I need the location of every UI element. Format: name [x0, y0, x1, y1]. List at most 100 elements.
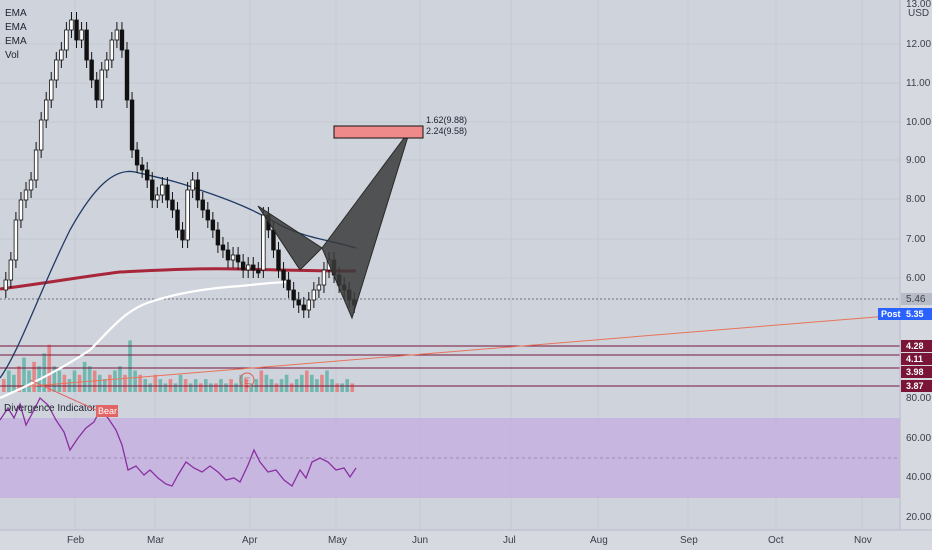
candle-body — [261, 214, 266, 271]
earnings-marker[interactable] — [239, 372, 255, 388]
candle-body — [185, 189, 190, 241]
ema-fast-line — [0, 280, 291, 400]
candle-body — [44, 99, 49, 121]
volume-bar — [188, 383, 193, 392]
candle-body — [18, 199, 24, 221]
bear-divergence-line — [29, 379, 97, 411]
last-price-tag-value: 5.46 — [906, 294, 926, 305]
price-axis-ticks: 12.00 11.00 10.00 9.00 8.00 7.00 6.00 — [906, 39, 931, 284]
candle-body — [296, 299, 301, 306]
candle-body — [155, 194, 160, 201]
volume-bar — [224, 383, 228, 392]
volume-bar — [148, 383, 153, 392]
volume-bar — [264, 374, 269, 392]
candle-body — [301, 304, 306, 311]
volume-bar — [32, 361, 36, 392]
pattern-label-bottom: 2.24(9.58) — [426, 126, 467, 136]
legend-ema-2: EMA — [5, 22, 27, 33]
candle-body — [291, 289, 296, 301]
harmonic-pattern — [257, 129, 411, 320]
volume-bar — [178, 374, 183, 392]
candle-body — [49, 79, 54, 101]
volume-bar — [274, 383, 279, 392]
volume-bar — [198, 383, 203, 392]
level-tag-2: 4.11 — [906, 354, 923, 364]
volume-bar — [52, 366, 57, 392]
legend-ema-1: EMA — [5, 8, 27, 19]
volume-bar — [299, 374, 304, 392]
volume-bar — [22, 357, 26, 392]
price-tick-label: 8.00 — [906, 194, 926, 205]
candle-body — [271, 229, 276, 251]
bear-tag[interactable] — [96, 405, 118, 417]
trend-line — [19, 314, 901, 388]
time-tick-label: Jun — [412, 535, 428, 546]
volume-bar — [340, 383, 344, 392]
post-price-tag-value: 5.35 — [906, 309, 924, 319]
support-lines — [0, 345, 900, 387]
candle-body — [69, 19, 74, 31]
volume-bar — [310, 374, 314, 392]
time-tick-label: Nov — [854, 535, 872, 546]
volume-bar — [320, 374, 324, 392]
candlestick-series — [3, 12, 357, 318]
candle-body — [210, 219, 216, 231]
level-tag-1: 4.28 — [906, 341, 924, 351]
volume-bar — [138, 374, 142, 392]
volume-bar — [289, 383, 294, 392]
ema-slow-line — [0, 267, 357, 291]
volume-bar — [325, 370, 329, 392]
candle-body — [94, 79, 99, 101]
price-tick-label: 7.00 — [906, 234, 926, 245]
candle-body — [109, 39, 115, 61]
time-axis-ticks: Feb Mar Apr May Jun Jul Aug Sep Oct Nov — [67, 535, 872, 546]
candle-body — [99, 69, 104, 101]
time-tick-label: Mar — [147, 535, 165, 546]
candle-body — [124, 49, 130, 101]
candle-body — [114, 29, 120, 41]
volume-bar — [153, 374, 158, 392]
volume-bar — [234, 383, 238, 392]
candle-body — [190, 179, 195, 191]
candle-body — [306, 299, 311, 311]
target-box[interactable] — [333, 125, 424, 139]
candle-body — [139, 164, 145, 171]
price-axis[interactable] — [900, 0, 932, 530]
candle-body — [286, 279, 291, 291]
indicator-tick-label: 20.00 — [906, 512, 931, 523]
candle-body — [205, 209, 210, 221]
volume-bar — [108, 374, 112, 392]
level-tags: 4.28 4.11 3.98 3.87 — [901, 340, 932, 392]
volume-bar — [87, 366, 92, 392]
price-axis-top-value: 13.00 — [906, 0, 931, 10]
price-tick-label: 6.00 — [906, 273, 926, 284]
legend-ema-3: EMA — [5, 36, 27, 47]
volume-bar — [259, 370, 264, 392]
volume-bar — [305, 370, 309, 392]
time-axis[interactable] — [0, 530, 932, 550]
volume-bar — [133, 370, 137, 392]
candle-body — [84, 29, 89, 61]
indicator-tick-label: 60.00 — [906, 433, 931, 444]
candle-body — [23, 189, 29, 201]
candle-body — [28, 179, 34, 191]
candle-body — [240, 261, 246, 271]
candle-body — [79, 29, 84, 41]
candle-body — [180, 229, 185, 241]
candle-body — [3, 279, 8, 291]
volume-bar — [97, 374, 102, 392]
candle-body — [59, 49, 64, 61]
volume-bar — [7, 370, 11, 392]
time-tick-label: Sep — [680, 535, 698, 546]
indicator-tick-label: 80.00 — [906, 393, 931, 404]
volume-bar — [57, 370, 62, 392]
post-tag-label: Post — [881, 309, 901, 319]
price-tick-label: 9.00 — [906, 155, 926, 166]
candle-body — [38, 119, 44, 151]
candle-body — [195, 179, 200, 201]
candle-body — [251, 264, 256, 271]
time-tick-label: Feb — [67, 535, 85, 546]
candle-body — [144, 169, 150, 181]
price-axis-unit: USD — [908, 8, 929, 19]
